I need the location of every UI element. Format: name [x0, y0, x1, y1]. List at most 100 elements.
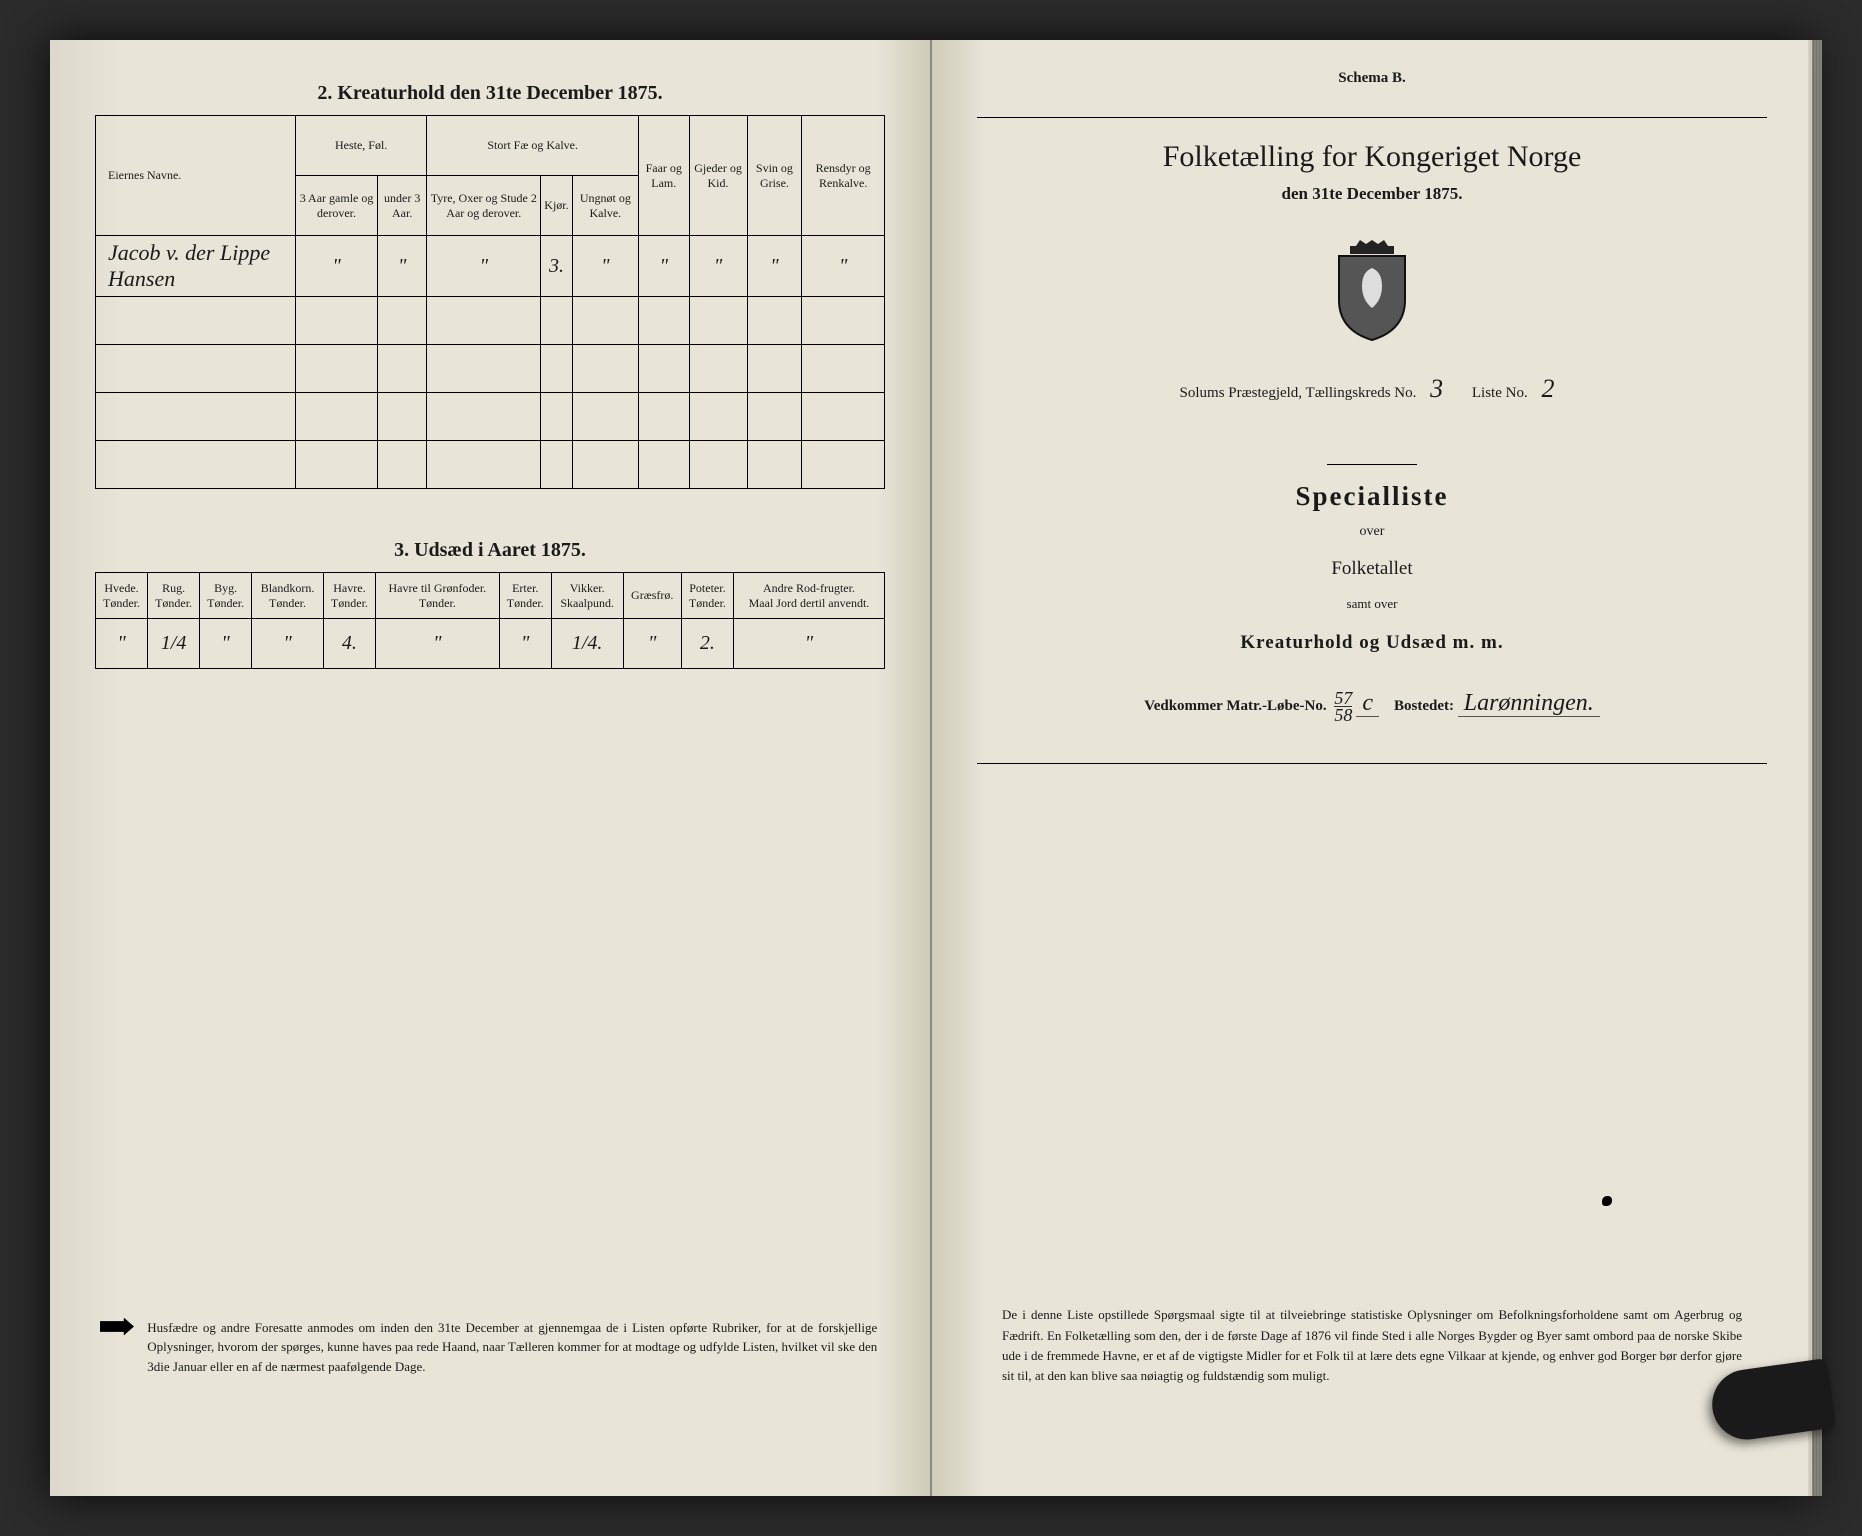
cell: " [802, 236, 885, 297]
over-label: over [977, 524, 1767, 540]
th-stort-b: Kjør. [541, 176, 572, 236]
th: Hvede.Tønder. [96, 573, 148, 619]
cell: 3. [541, 236, 572, 297]
unit: Tønder. [155, 596, 192, 610]
unit: Skaalpund. [560, 596, 614, 610]
bosted-value: Larønningen. [1458, 690, 1600, 717]
cell: " [689, 236, 747, 297]
samt-label: samt over [977, 596, 1767, 612]
lbl: Rug. [162, 581, 185, 595]
cell: " [639, 236, 690, 297]
th-stort-a: Tyre, Oxer og Stude 2 Aar og derover. [427, 176, 541, 236]
left-page: 2. Kreaturhold den 31te December 1875. E… [50, 40, 932, 1496]
unit: Tønder. [331, 596, 368, 610]
cell: " [252, 619, 324, 669]
th-faar: Faar og Lam. [639, 116, 690, 236]
meta-prefix: Solums Præstegjeld, Tællingskreds No. [1180, 385, 1417, 401]
table-row: Jacob v. der Lippe Hansen " " " 3. " " "… [96, 236, 885, 297]
th: Havre.Tønder. [323, 573, 375, 619]
cell: " [96, 619, 148, 669]
cell: " [747, 236, 802, 297]
th: Byg.Tønder. [200, 573, 252, 619]
cell: " [378, 236, 427, 297]
lbl: Havre. [333, 581, 365, 595]
bosted-label: Bostedet: [1394, 698, 1454, 714]
th: Græsfrø. [623, 573, 681, 619]
schema-label: Schema B. [977, 70, 1767, 87]
unit: Tønder. [269, 596, 306, 610]
divider [977, 117, 1767, 118]
th: Andre Rod-frugter.Maal Jord dertil anven… [733, 573, 884, 619]
lbl: Græsfrø. [631, 588, 673, 602]
table-row-empty [96, 297, 885, 345]
lbl: Byg. [214, 581, 237, 595]
th-heste-a: 3 Aar gamle og derover. [296, 176, 378, 236]
specialliste-title: Specialliste [977, 481, 1767, 512]
ink-blot [1602, 1196, 1612, 1206]
cell: " [427, 236, 541, 297]
livestock-table: Eiernes Navne. Heste, Føl. Stort Fæ og K… [95, 115, 885, 489]
th: Blandkorn.Tønder. [252, 573, 324, 619]
table-row: " 1/4 " " 4. " " 1/4. " 2. " [96, 619, 885, 669]
kreaturhold-label: Kreaturhold og Udsæd m. m. [977, 632, 1767, 654]
unit: Tønder. [419, 596, 456, 610]
th-owner-name: Eiernes Navne. [96, 116, 296, 236]
lbl: Erter. [512, 581, 538, 595]
footnote-text: Husfædre og andre Foresatte anmodes om i… [147, 1318, 877, 1377]
liste-number: 2 [1531, 374, 1564, 403]
lbl: Hvede. [104, 581, 138, 595]
vedk-prefix: Vedkommer Matr.-Løbe-No. [1144, 698, 1326, 714]
right-footnote: De i denne Liste opstillede Spørgsmaal s… [1002, 1305, 1742, 1386]
book-spread: 2. Kreaturhold den 31te December 1875. E… [50, 40, 1812, 1496]
cell: 4. [323, 619, 375, 669]
th: Poteter.Tønder. [681, 573, 733, 619]
unit: Maal Jord dertil anvendt. [749, 596, 870, 610]
th-gjeder: Gjeder og Kid. [689, 116, 747, 236]
vedkommer-line: Vedkommer Matr.-Løbe-No. 57 58 c Bostede… [977, 690, 1767, 723]
divider [977, 763, 1767, 764]
cell: " [733, 619, 884, 669]
left-footnote: Husfædre og andre Foresatte anmodes om i… [100, 1318, 880, 1377]
table-row-empty [96, 393, 885, 441]
page-subtitle: den 31te December 1875. [977, 184, 1767, 204]
cell: " [200, 619, 252, 669]
unit: Tønder. [689, 596, 726, 610]
unit: Tønder. [507, 596, 544, 610]
table-row-empty [96, 345, 885, 393]
section3-title: 3. Udsæd i Aaret 1875. [95, 539, 885, 562]
cell: 1/4 [148, 619, 200, 669]
meta-line: Solums Præstegjeld, Tællingskreds No. 3 … [977, 374, 1767, 404]
divider [1327, 464, 1417, 465]
cell: 1/4. [551, 619, 623, 669]
page-stack-edge [1808, 40, 1822, 1496]
cell: " [623, 619, 681, 669]
unit: Tønder. [207, 596, 244, 610]
lbl: Havre til Grønfoder. [389, 581, 487, 595]
lbl: Andre Rod-frugter. [763, 581, 855, 595]
page-title: Folketælling for Kongeriget Norge [977, 140, 1767, 174]
lbl: Blandkorn. [261, 581, 315, 595]
th: Erter.Tønder. [499, 573, 551, 619]
right-page: Schema B. Folketælling for Kongeriget No… [932, 40, 1812, 1496]
cell-owner: Jacob v. der Lippe Hansen [96, 236, 296, 297]
matr-suffix: c [1356, 690, 1379, 717]
lbl: Poteter. [689, 581, 725, 595]
cell: " [375, 619, 499, 669]
section2-title: 2. Kreaturhold den 31te December 1875. [95, 82, 885, 105]
cell: " [499, 619, 551, 669]
seed-table: Hvede.Tønder. Rug.Tønder. Byg.Tønder. Bl… [95, 572, 885, 669]
th: Havre til Grønfoder.Tønder. [375, 573, 499, 619]
liste-label: Liste No. [1472, 385, 1528, 401]
pointer-hand-icon [100, 1318, 134, 1336]
cell: " [572, 236, 638, 297]
cell: " [296, 236, 378, 297]
folketallet-label: Folketallet [977, 558, 1767, 580]
lbl: Vikker. [570, 581, 605, 595]
th: Rug.Tønder. [148, 573, 200, 619]
unit: Tønder. [103, 596, 140, 610]
th-stort-c: Ungnøt og Kalve. [572, 176, 638, 236]
th-stort-group: Stort Fæ og Kalve. [427, 116, 639, 176]
coat-of-arms-icon [1327, 234, 1417, 344]
frac-bot: 58 [1334, 705, 1352, 725]
kreds-number: 3 [1420, 374, 1453, 403]
